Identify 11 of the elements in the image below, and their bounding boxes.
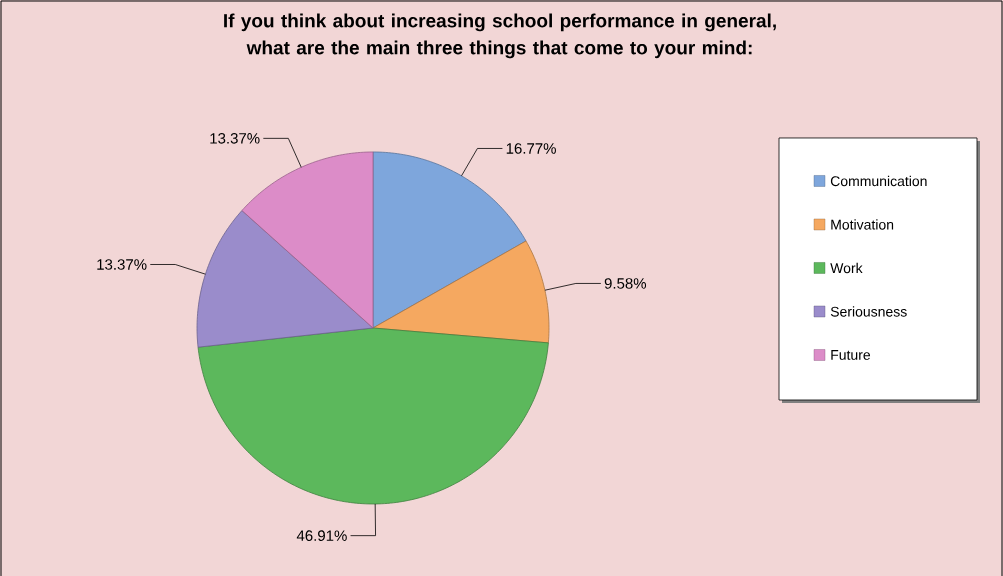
legend-label: Future <box>831 349 871 360</box>
data-label: 13.37% <box>210 132 260 144</box>
data-label: 13.37% <box>97 258 147 270</box>
data-label: 9.58% <box>604 277 647 289</box>
data-label: 46.91% <box>296 530 347 541</box>
legend-label: Communication <box>830 175 927 186</box>
legend-label: Work <box>830 262 863 273</box>
legend-label: Motivation <box>831 219 894 230</box>
chart-title: If you think about increasing school performance in general, what are the main three things that come to your mind: <box>224 13 776 59</box>
data-label: 16.77% <box>506 142 556 154</box>
legend-label: Seriousness <box>830 306 907 317</box>
